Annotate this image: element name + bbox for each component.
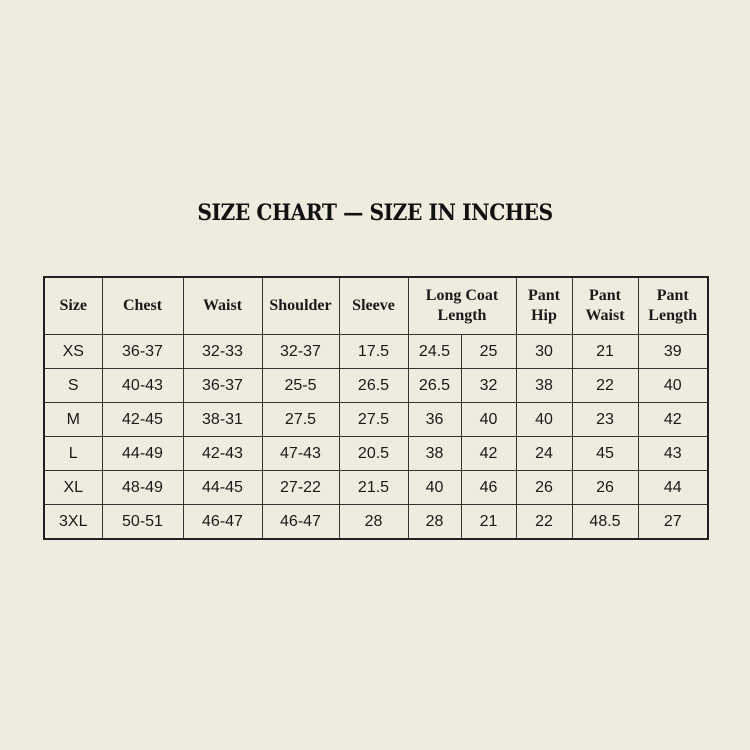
table-cell: 44-49 (101, 436, 184, 471)
table-cell: 36 (407, 402, 462, 437)
table-cell: 26 (571, 470, 639, 505)
table-cell: 28 (407, 504, 462, 540)
table-row: XL 48-49 44-45 27-22 21.5 40 46 26 26 44 (43, 470, 709, 505)
table-cell: 40 (407, 470, 462, 505)
column-header: Pant Waist (571, 276, 639, 335)
table-cell: 38 (407, 436, 462, 471)
table-cell: 21 (571, 334, 639, 369)
table-cell: 38-31 (182, 402, 263, 437)
size-chart-table: Size Chest Waist Shoulder Sleeve Long Coat Le… (43, 276, 709, 540)
column-header: Chest (101, 276, 184, 335)
table-cell: 32 (460, 368, 517, 403)
table-cell: 25 (460, 334, 517, 369)
size-label: XS (43, 334, 103, 369)
table-cell: 27.5 (338, 402, 409, 437)
column-header: Long Coat Length (407, 276, 517, 335)
table-row: 3XL 50-51 46-47 46-47 28 28 21 22 48.5 27 (43, 504, 709, 540)
table-cell: 45 (571, 436, 639, 471)
table-cell: 44 (637, 470, 709, 505)
table-cell: 24 (515, 436, 573, 471)
column-header: Pant Length (637, 276, 709, 335)
table-cell: 47-43 (261, 436, 340, 471)
column-header: Waist (182, 276, 263, 335)
table-cell: 26.5 (407, 368, 462, 403)
table-cell: 46 (460, 470, 517, 505)
table-cell: 42-45 (101, 402, 184, 437)
table-cell: 36-37 (101, 334, 184, 369)
table-cell: 30 (515, 334, 573, 369)
table-cell: 22 (571, 368, 639, 403)
page-title: SIZE CHART — SIZE IN INCHES (197, 200, 553, 226)
table-row: S 40-43 36-37 25-5 26.5 26.5 32 38 22 40 (43, 368, 709, 403)
table-cell: 22 (515, 504, 573, 540)
table-cell: 42 (637, 402, 709, 437)
size-label: S (43, 368, 103, 403)
table-cell: 20.5 (338, 436, 409, 471)
table-cell: 27-22 (261, 470, 340, 505)
table-cell: 44-45 (182, 470, 263, 505)
size-label: M (43, 402, 103, 437)
table-cell: 40 (637, 368, 709, 403)
table-cell: 40-43 (101, 368, 184, 403)
table-cell: 24.5 (407, 334, 462, 369)
size-label: L (43, 436, 103, 471)
column-header: Pant Hip (515, 276, 573, 335)
table-cell: 38 (515, 368, 573, 403)
table-cell: 27 (637, 504, 709, 540)
table-cell: 39 (637, 334, 709, 369)
table-cell: 36-37 (182, 368, 263, 403)
table-cell: 23 (571, 402, 639, 437)
table-cell: 28 (338, 504, 409, 540)
table-cell: 32-37 (261, 334, 340, 369)
table-cell: 21 (460, 504, 517, 540)
table-cell: 25-5 (261, 368, 340, 403)
table-cell: 40 (515, 402, 573, 437)
table-cell: 17.5 (338, 334, 409, 369)
table-cell: 46-47 (261, 504, 340, 540)
size-label: XL (43, 470, 103, 505)
table-cell: 32-33 (182, 334, 263, 369)
table-cell: 26 (515, 470, 573, 505)
size-label: 3XL (43, 504, 103, 540)
table-cell: 26.5 (338, 368, 409, 403)
header-row: Size Chest Waist Shoulder Sleeve Long Coat Le… (43, 276, 709, 335)
table-cell: 46-47 (182, 504, 263, 540)
column-header: Sleeve (338, 276, 409, 335)
table-cell: 48-49 (101, 470, 184, 505)
table-cell: 21.5 (338, 470, 409, 505)
table-row: M 42-45 38-31 27.5 27.5 36 40 40 23 42 (43, 402, 709, 437)
table-row: XS 36-37 32-33 32-37 17.5 24.5 25 30 21 39 (43, 334, 709, 369)
table-row: L 44-49 42-43 47-43 20.5 38 42 24 45 43 (43, 436, 709, 471)
table-cell: 50-51 (101, 504, 184, 540)
table-cell: 40 (460, 402, 517, 437)
table-cell: 27.5 (261, 402, 340, 437)
table-cell: 43 (637, 436, 709, 471)
column-header: Shoulder (261, 276, 340, 335)
table-cell: 48.5 (571, 504, 639, 540)
table-cell: 42-43 (182, 436, 263, 471)
table-cell: 42 (460, 436, 517, 471)
column-header: Size (43, 276, 103, 335)
